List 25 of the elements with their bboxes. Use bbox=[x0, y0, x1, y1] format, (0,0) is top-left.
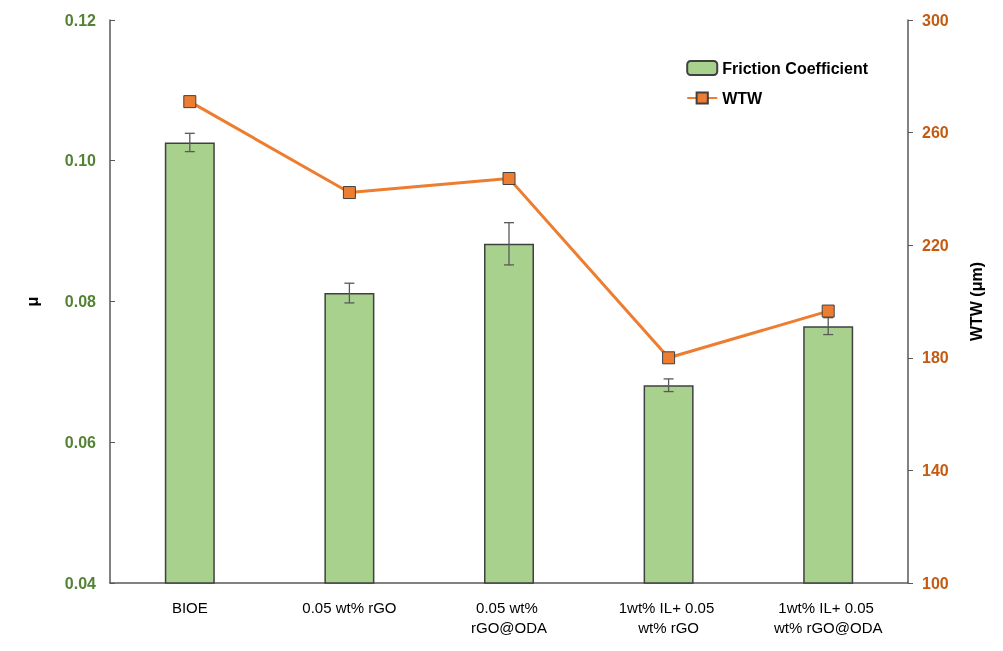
y2-tick-label: 260 bbox=[922, 124, 949, 142]
y-tick-label: 0.08 bbox=[64, 293, 97, 310]
legend-label: Friction Coefficient bbox=[722, 59, 869, 77]
point bbox=[342, 186, 356, 200]
y2-tick-label: 100 bbox=[922, 574, 949, 592]
y-tick-label: 0.06 bbox=[64, 433, 97, 451]
x-tick-label: 1wt% IL+ 0.05 wt% rGO@ODA bbox=[772, 598, 883, 636]
y2-axis-title: WTW (μm) bbox=[967, 261, 985, 342]
y2-tick-label: 220 bbox=[922, 236, 949, 254]
point bbox=[183, 95, 197, 109]
point bbox=[502, 171, 516, 185]
x-tick-label: 0.05 wt% rGO@ODA bbox=[470, 598, 548, 636]
y2-tick-label: 300 bbox=[922, 11, 949, 29]
y-axis-title: μ bbox=[23, 296, 41, 307]
y2-tick-label: 180 bbox=[922, 349, 949, 367]
point bbox=[821, 304, 835, 318]
x-tick-label: BIOE bbox=[171, 598, 208, 616]
x-tick-label: 0.05 wt% rGO bbox=[302, 598, 397, 616]
y2-tick-label: 140 bbox=[922, 461, 949, 479]
point bbox=[662, 351, 676, 365]
y-tick-label: 0.10 bbox=[64, 152, 97, 170]
x-tick-label: 1wt% IL+ 0.05 wt% rGO bbox=[618, 598, 719, 636]
legend-label: WTW bbox=[722, 89, 764, 107]
y-tick-label: 0.04 bbox=[64, 574, 97, 592]
y-tick-label: 0.12 bbox=[64, 11, 97, 29]
